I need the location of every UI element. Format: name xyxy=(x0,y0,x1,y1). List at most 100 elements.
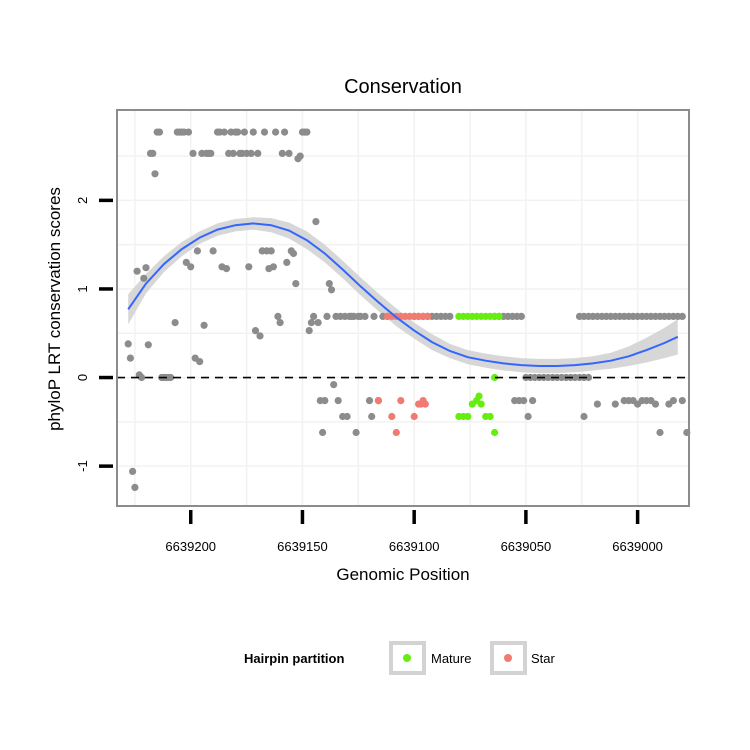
point-other xyxy=(187,263,195,271)
point-other xyxy=(281,128,289,136)
point-other xyxy=(584,373,593,382)
point-other xyxy=(269,263,277,271)
axes: 6639200 6639150 6639100 6639050 6639000 -1 0 1 2 xyxy=(75,197,663,554)
point-mature xyxy=(491,428,499,437)
point-other xyxy=(678,397,686,405)
point-other xyxy=(334,397,342,405)
point-other xyxy=(155,128,164,136)
point-other xyxy=(305,327,313,335)
point-other xyxy=(167,373,175,382)
series-star xyxy=(374,312,432,437)
point-other xyxy=(184,128,193,136)
legend-title: Hairpin partition xyxy=(244,651,344,666)
point-star xyxy=(424,312,432,320)
legend-star-dot xyxy=(504,654,512,662)
series-mature xyxy=(455,312,503,437)
point-other xyxy=(149,149,157,157)
point-other xyxy=(529,397,537,405)
point-mature xyxy=(475,392,483,400)
point-other xyxy=(138,373,146,382)
point-other xyxy=(370,312,378,320)
point-other xyxy=(144,341,152,349)
point-other xyxy=(229,149,237,157)
point-other xyxy=(196,358,204,366)
x-tick-label: 6639050 xyxy=(501,539,552,554)
point-other xyxy=(517,312,526,320)
point-other xyxy=(330,381,338,389)
point-other xyxy=(251,327,260,335)
point-other xyxy=(247,149,255,157)
point-other xyxy=(274,312,282,320)
x-tick-label: 6639150 xyxy=(277,539,328,554)
point-star xyxy=(392,428,400,437)
point-other xyxy=(245,263,253,271)
point-star xyxy=(397,397,405,405)
point-other xyxy=(124,340,132,348)
point-other xyxy=(292,280,300,288)
point-other xyxy=(365,397,374,405)
point-other xyxy=(131,483,139,491)
point-other xyxy=(209,247,217,255)
point-other xyxy=(669,397,678,405)
point-other xyxy=(140,274,148,282)
point-other xyxy=(678,312,686,320)
x-axis-label: Genomic Position xyxy=(336,565,469,584)
x-tick-label: 6639200 xyxy=(165,539,216,554)
point-star xyxy=(374,397,382,405)
point-other xyxy=(249,128,257,136)
point-other xyxy=(171,319,179,327)
y-tick-label: 2 xyxy=(75,197,90,204)
point-other xyxy=(260,128,269,136)
chart-title: Conservation xyxy=(344,76,462,98)
point-other xyxy=(368,412,376,421)
point-other xyxy=(651,400,660,408)
confidence-band xyxy=(128,217,678,374)
point-other xyxy=(129,467,137,475)
point-other xyxy=(314,319,322,327)
point-mature xyxy=(464,412,472,421)
point-other xyxy=(611,400,619,408)
y-tick-label: -1 xyxy=(75,460,90,472)
legend-label-mature: Mature xyxy=(431,651,471,666)
point-other xyxy=(325,280,333,288)
point-other xyxy=(278,149,286,157)
series-other xyxy=(124,128,691,491)
point-other xyxy=(126,354,134,362)
point-other xyxy=(182,258,190,266)
y-axis-label: phyloP LRT conservation scores xyxy=(45,187,64,431)
point-other xyxy=(222,265,231,273)
point-other xyxy=(312,218,320,226)
x-tick-label: 6639100 xyxy=(389,539,440,554)
point-other xyxy=(254,149,262,157)
legend-label-star: Star xyxy=(531,651,556,666)
point-other xyxy=(272,128,280,136)
point-other xyxy=(289,249,298,258)
point-other xyxy=(307,319,315,327)
point-other xyxy=(256,332,264,340)
point-other xyxy=(593,400,602,408)
point-other xyxy=(580,412,588,421)
smooth-line xyxy=(127,222,679,367)
plot-panel xyxy=(116,109,691,507)
point-other xyxy=(656,428,664,437)
point-other xyxy=(303,128,311,136)
point-other xyxy=(133,267,141,275)
point-other xyxy=(200,321,208,329)
point-other xyxy=(310,312,318,320)
y-tick-label: 0 xyxy=(75,374,90,381)
point-other xyxy=(189,149,197,157)
point-mature xyxy=(486,412,494,421)
y-tick-label: 1 xyxy=(75,285,90,292)
point-other xyxy=(446,312,454,320)
point-other xyxy=(283,258,291,266)
point-other xyxy=(321,397,329,405)
point-other xyxy=(524,412,532,421)
point-other xyxy=(276,319,284,327)
legend-mature-dot xyxy=(403,654,411,662)
point-other xyxy=(352,428,360,437)
point-mature xyxy=(477,400,485,408)
point-other xyxy=(285,149,293,157)
point-other xyxy=(296,152,304,160)
point-other xyxy=(327,286,336,294)
